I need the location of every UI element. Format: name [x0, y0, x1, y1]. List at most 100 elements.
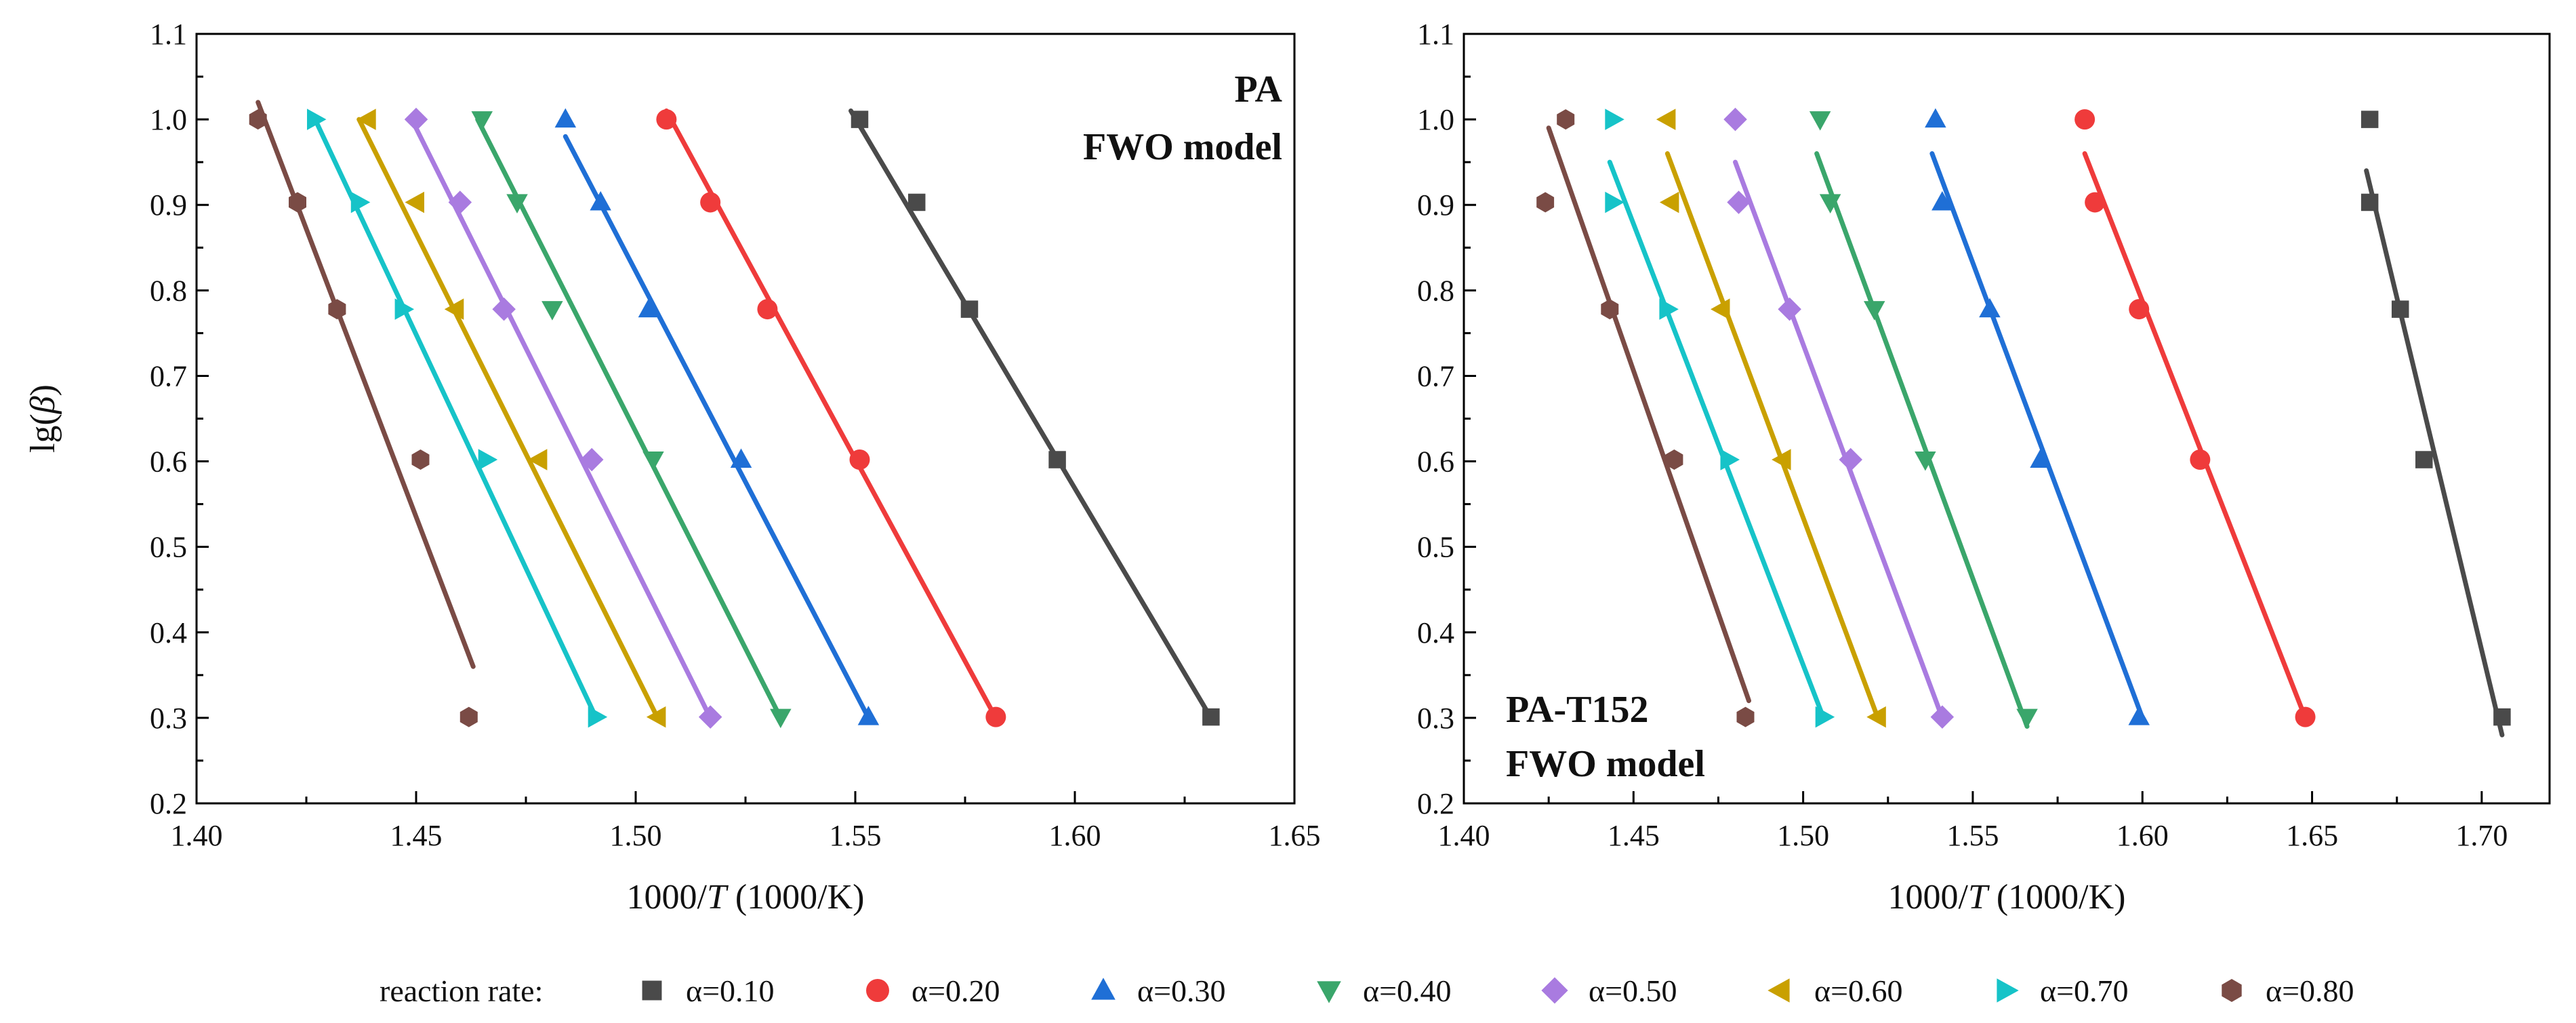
y-tick-label: 0.5	[150, 531, 187, 564]
data-point	[2493, 708, 2511, 726]
data-point	[1931, 190, 1953, 211]
legend-item-label: α=0.30	[1137, 974, 1226, 1008]
fit-line	[1607, 159, 1826, 721]
data-point	[1727, 190, 1751, 214]
data-point	[1930, 705, 1955, 729]
fit-line	[849, 108, 1214, 721]
y-axis-label: lg(β)	[24, 384, 62, 453]
fit-line	[1664, 151, 1881, 721]
data-point	[849, 449, 870, 470]
legend-item-label: α=0.10	[686, 974, 775, 1008]
y-tick-label: 0.3	[1417, 702, 1454, 735]
data-point	[857, 706, 880, 725]
data-point	[506, 194, 528, 214]
y-tick-label: 0.2	[150, 787, 187, 820]
data-point	[328, 299, 346, 320]
x-tick-label: 1.55	[1946, 819, 1999, 852]
data-point	[289, 192, 306, 213]
y-tick-label: 0.7	[1417, 359, 1454, 393]
data-point	[2391, 300, 2409, 318]
data-point	[642, 452, 664, 471]
y-tick-label: 0.8	[150, 274, 187, 307]
data-point	[404, 107, 428, 132]
data-point	[1665, 449, 1683, 470]
data-point	[2129, 299, 2150, 320]
y-tick-label: 0.6	[1417, 445, 1454, 479]
fit-line	[1546, 125, 1752, 704]
data-point	[700, 192, 721, 213]
chart-panel-pa: 1.40 1.45 1.50 1.55 1.60 1.65 0.2 0.3 0.4 0.5 0.6 0…	[24, 18, 1321, 917]
x-tick-label: 1.40	[171, 819, 223, 852]
data-point	[2074, 109, 2095, 130]
data-point	[2415, 451, 2433, 468]
data-point	[405, 191, 424, 214]
x-tick-label: 1.70	[2455, 819, 2508, 852]
data-point	[1605, 108, 1624, 130]
data-point	[580, 447, 604, 472]
data-point	[448, 190, 472, 214]
data-point	[459, 706, 478, 727]
y-tick-label: 1.1	[150, 18, 187, 51]
fit-line	[2082, 151, 2308, 721]
data-point	[554, 108, 577, 128]
data-point	[1605, 191, 1624, 214]
data-point	[411, 449, 430, 470]
y-tick-label: 1.0	[1417, 103, 1454, 136]
legend-marker	[1317, 981, 1341, 1003]
data-point	[2016, 708, 2038, 729]
data-point	[1736, 706, 1755, 727]
y-tick-label: 1.0	[150, 103, 187, 136]
data-point	[730, 448, 752, 468]
legend-marker	[1541, 977, 1568, 1004]
data-point	[1536, 192, 1555, 213]
fit-line	[563, 134, 871, 721]
data-point	[471, 111, 493, 131]
y-tick-label: 0.3	[150, 702, 187, 735]
x-tick-label: 1.65	[2286, 819, 2338, 852]
data-point	[478, 449, 498, 470]
data-point	[1202, 708, 1220, 726]
panel-title-line-2: FWO model	[1506, 743, 1705, 785]
data-point	[527, 449, 548, 470]
data-point	[1815, 706, 1835, 728]
x-tick-label: 1.60	[2117, 819, 2169, 852]
panel-title-line-1: PA-T152	[1506, 689, 1649, 731]
data-point	[350, 191, 371, 214]
data-point	[1864, 301, 1885, 321]
chart-panel-pa-t152: 1.40 1.45 1.50 1.55 1.60 1.65 1.70 0.2 0.3 0.4 0.5…	[1417, 18, 2551, 917]
x-tick-label: 1.50	[610, 819, 662, 852]
data-point	[656, 109, 677, 130]
x-axis-label: 1000/T (1000/K)	[626, 878, 864, 917]
legend-marker	[1767, 978, 1790, 1003]
data-point	[1557, 109, 1575, 130]
y-tick-label: 0.2	[1417, 787, 1454, 820]
fit-line	[409, 117, 713, 721]
fit-line	[475, 117, 783, 721]
data-point	[2030, 448, 2051, 468]
data-point	[1601, 299, 1619, 320]
data-point	[1720, 449, 1740, 470]
y-tick-label: 0.5	[1417, 531, 1454, 564]
data-point	[1711, 298, 1730, 320]
fit-line	[2364, 168, 2505, 738]
data-point	[851, 111, 869, 128]
fit-line	[663, 108, 998, 721]
data-point	[2085, 192, 2106, 213]
data-point	[985, 706, 1006, 727]
data-point	[2360, 111, 2379, 128]
data-point	[646, 706, 666, 728]
legend-item-label: α=0.40	[1363, 974, 1452, 1008]
fit-line	[312, 117, 599, 721]
legend-item-label: α=0.70	[2040, 974, 2129, 1008]
fit-line	[1733, 159, 1945, 721]
data-point	[588, 706, 608, 728]
y-tick-label: 0.7	[150, 359, 187, 393]
data-point	[2128, 706, 2150, 725]
data-point	[1656, 108, 1676, 130]
x-tick-label: 1.45	[1608, 819, 1660, 852]
legend-item-label: α=0.20	[912, 974, 1000, 1008]
y-tick-label: 0.8	[1417, 274, 1454, 307]
data-point	[1723, 107, 1747, 132]
y-tick-label: 0.6	[150, 445, 187, 479]
